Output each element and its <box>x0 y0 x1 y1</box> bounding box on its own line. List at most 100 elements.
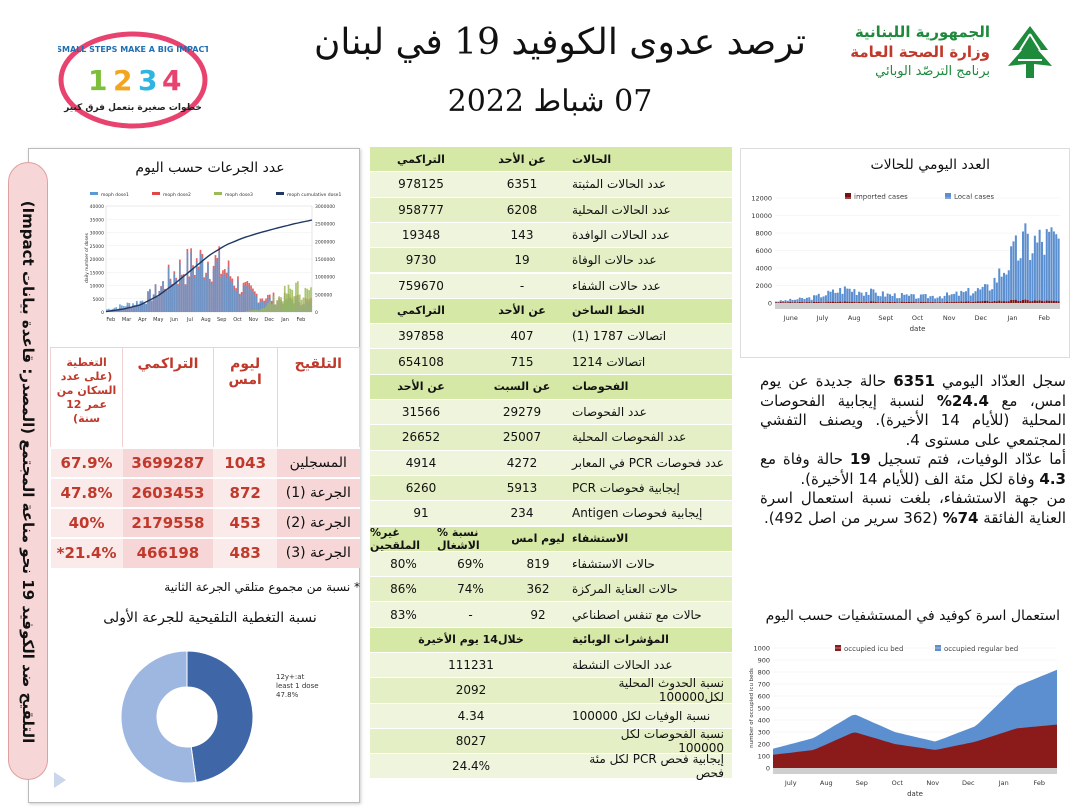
beds-y-tick: 400 <box>758 717 770 725</box>
daily-month-label: Feb <box>1038 314 1050 322</box>
vac-row-coverage: 67.9% <box>50 446 123 478</box>
beds-x-label: date <box>907 790 923 798</box>
vaccination-side-label: التلقيح ضد الكوفيد 19 نحو مناعة المجتمع … <box>19 200 37 744</box>
table-row-cell-3: 19348 <box>401 228 441 243</box>
table-row: عدد الحالات الوافدة 143 19348 <box>370 222 732 248</box>
table-row-cell-2: 19 <box>514 253 530 268</box>
doses-y2-tick: 1500000 <box>315 257 335 263</box>
vac-header-cumulative: التراكمي <box>122 347 214 448</box>
daily-bar <box>1050 227 1053 301</box>
doses-bar <box>177 285 179 312</box>
doses-bar <box>255 309 258 312</box>
daily-bar-imported <box>1031 301 1034 303</box>
vac-row-cumulative: 3699287 <box>122 446 214 478</box>
daily-bar-imported <box>791 302 794 303</box>
doses-bar <box>175 280 177 312</box>
daily-bar-imported <box>824 302 827 303</box>
daily-bar <box>1055 234 1058 302</box>
daily-bar <box>803 299 806 303</box>
daily-bar-imported <box>984 300 987 303</box>
daily-bar <box>777 301 780 303</box>
table-row-cell-1: عدد الفحوصات المحلية <box>572 430 687 445</box>
doses-bar <box>194 276 196 312</box>
daily-bar-imported <box>1029 301 1032 303</box>
daily-bar <box>924 294 927 302</box>
table-row-cell-1: عدد الحالات المحلية <box>572 202 671 217</box>
vac-row-label: الجرعة (1) <box>277 476 360 508</box>
doses-month-label: Sep <box>217 317 226 323</box>
doses-bar <box>261 300 264 312</box>
daily-bar-imported <box>976 301 979 303</box>
daily-bar <box>922 294 925 302</box>
daily-bar-imported <box>1050 300 1053 303</box>
daily-bar <box>912 294 915 302</box>
daily-bar <box>1033 235 1036 301</box>
daily-bar-imported <box>922 301 925 303</box>
doses-y2-tick: 0 <box>315 310 318 316</box>
doses-bar <box>222 274 224 312</box>
doses-bar <box>287 284 290 312</box>
table-row-cell-1: نسبة الحدوث المحلية لكل100000 <box>618 676 724 705</box>
daily-bar-imported <box>817 301 820 303</box>
daily-bar-imported <box>1003 301 1006 303</box>
daily-month-label: Dec <box>975 314 988 322</box>
daily-bar-imported <box>1000 301 1003 303</box>
doses-bar <box>160 286 162 312</box>
daily-bar <box>948 295 951 303</box>
doses-bar <box>293 296 295 312</box>
daily-bar-imported <box>1055 301 1058 303</box>
beds-y-tick: 700 <box>758 681 770 689</box>
table-row: إيجابية فحوصات Antigen 234 91 <box>370 501 732 526</box>
table-row-cell-3: 397858 <box>398 329 444 344</box>
hospital-header: الاستشفاء ليوم امس % نسبة الاشغال %غير المل… <box>370 525 732 552</box>
daily-bar <box>801 298 804 303</box>
daily-bar-imported <box>1026 300 1029 303</box>
daily-bar-imported <box>820 302 823 303</box>
daily-bar <box>936 297 939 303</box>
vaccination-footnote: * نسبة من مجموع متلقي الجرعة الثانية <box>164 580 360 594</box>
doses-y-tick: 30000 <box>90 231 104 237</box>
table-row-cell-3: 9730 <box>405 253 437 268</box>
daily-y-tick: 0 <box>768 300 772 308</box>
summary-icu-rate: 74% <box>942 508 979 527</box>
table-row: عدد فحوصات PCR في المعابر 4272 4914 <box>370 450 732 475</box>
daily-bar <box>969 295 972 303</box>
table-row-cell-1: عدد فحوصات PCR في المعابر <box>572 455 724 470</box>
daily-bar <box>955 291 958 302</box>
daily-month-label: Jan <box>1006 314 1017 322</box>
daily-bar <box>848 288 851 302</box>
daily-y-tick: 8000 <box>755 230 772 238</box>
table-row-cell-2: 5913 <box>506 481 538 496</box>
doses-month-label: May <box>153 317 163 323</box>
summary-text-1e: لنسبة إيجابية الفحوصات المحلية (للأيام 1… <box>760 391 1066 449</box>
doses-bar <box>270 304 273 312</box>
daily-bar <box>896 298 899 303</box>
doses-bar <box>220 277 222 312</box>
daily-bar <box>881 291 884 302</box>
vac-row-label: الجرعة (2) <box>277 506 360 538</box>
daily-bar-imported <box>1005 301 1008 303</box>
daily-month-label: Sept <box>878 314 893 322</box>
daily-bar <box>946 292 949 302</box>
table-row: عدد الحالات النشطة 111231 <box>370 653 732 678</box>
doses-legend-swatch <box>214 192 222 195</box>
daily-bar <box>855 295 858 303</box>
beds-y-tick: 100 <box>758 753 770 761</box>
daily-bar-imported <box>841 302 844 303</box>
daily-bar-imported <box>848 301 851 303</box>
daily-bar <box>972 293 975 302</box>
summary-text-3c: (362 سرير من اصل 492). <box>763 508 943 527</box>
daily-bar-imported <box>1036 300 1039 303</box>
daily-month-label: June <box>783 314 798 322</box>
daily-bar <box>903 294 906 302</box>
daily-bar-imported <box>872 301 875 303</box>
daily-bar <box>851 291 854 302</box>
hospital-header-cell-3: % نسبة الاشغال <box>437 525 480 552</box>
table-row: إيجابية فحص PCR لكل مئة فحص 24.4% <box>370 752 732 780</box>
daily-bar <box>1012 241 1015 300</box>
beds-y-label: number of occupied icu beds <box>749 668 755 748</box>
daily-bar <box>872 289 875 302</box>
play-icon[interactable] <box>52 770 68 790</box>
donut-slice <box>120 650 197 784</box>
doses-legend-swatch <box>90 192 98 195</box>
